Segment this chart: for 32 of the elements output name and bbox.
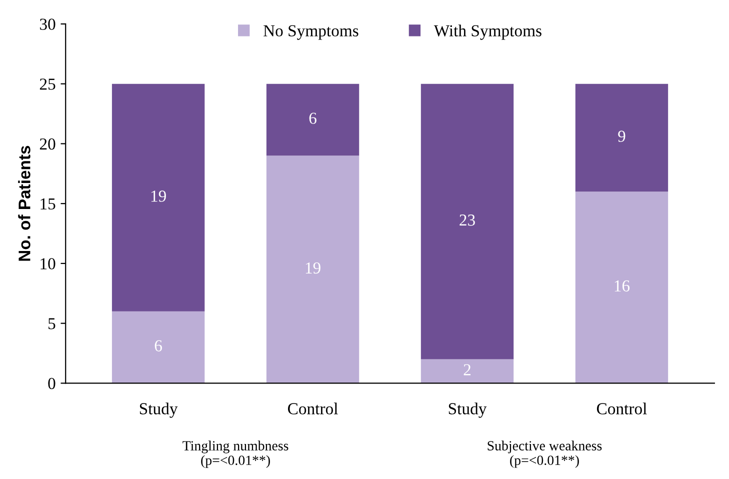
bar [266, 156, 360, 384]
y-tick-label: 10 [40, 258, 56, 270]
y-tick-label: 20 [40, 138, 56, 150]
y-tick-label: 25 [40, 78, 56, 90]
bar [575, 192, 668, 384]
y-tick-label: 0 [48, 378, 56, 390]
y-axis-title: No. of Patients [18, 146, 30, 261]
y-tick-label: 30 [40, 18, 56, 30]
data-label: 16 [614, 280, 630, 292]
data-label: 6 [309, 112, 316, 124]
legend-label: No Symptoms [264, 25, 358, 40]
data-label: 19 [151, 190, 166, 202]
text: Subjective weakness (p=<0.01**) [488, 440, 602, 468]
data-label: 6 [154, 340, 162, 352]
x-tick-label: Study [448, 402, 487, 418]
bar [112, 311, 205, 384]
bar [266, 84, 360, 156]
text: Tingling numbness (p=<0.01**) [182, 440, 288, 468]
data-label: 19 [306, 262, 320, 274]
bar [112, 84, 205, 312]
bar [420, 359, 514, 384]
y-tick-label: 15 [40, 198, 56, 210]
bar [420, 84, 514, 360]
x-tick-label: Control [596, 402, 647, 414]
x-tick-label: Control [288, 402, 338, 414]
data-label: 23 [460, 214, 475, 226]
data-label: 2 [464, 364, 470, 376]
legend-label: With Symptoms [434, 24, 542, 40]
data-label: 9 [618, 130, 626, 142]
y-tick-label: 5 [48, 318, 56, 330]
bar [575, 84, 668, 192]
x-tick-label: Study [140, 402, 178, 418]
